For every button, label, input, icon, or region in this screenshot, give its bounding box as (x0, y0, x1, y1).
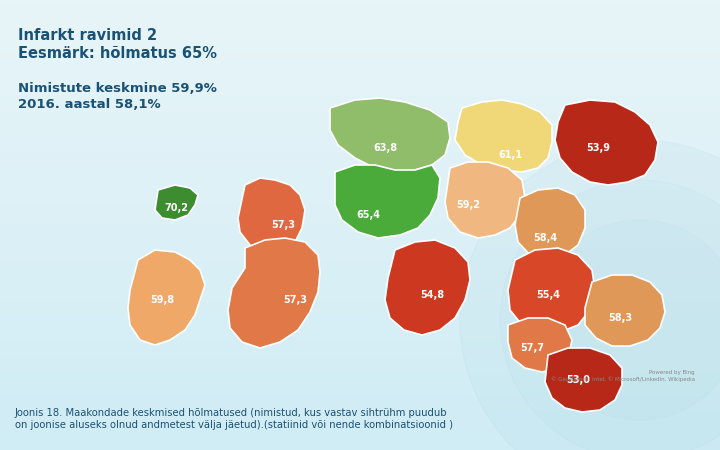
Polygon shape (508, 248, 595, 332)
Polygon shape (545, 348, 622, 412)
Text: 59,8: 59,8 (150, 295, 174, 305)
Text: 57,7: 57,7 (520, 343, 544, 353)
Polygon shape (508, 318, 572, 372)
Polygon shape (455, 100, 552, 172)
Text: Powered by Bing
© GeoNames, Intel, © Microsoft/Linkedin, Wikipedia: Powered by Bing © GeoNames, Intel, © Mic… (551, 370, 695, 382)
Polygon shape (155, 185, 198, 220)
Text: 55,4: 55,4 (536, 290, 560, 300)
Text: 57,3: 57,3 (283, 295, 307, 305)
Polygon shape (555, 100, 658, 185)
Text: 53,0: 53,0 (566, 375, 590, 385)
Polygon shape (330, 98, 450, 172)
Circle shape (500, 180, 720, 450)
Text: 65,4: 65,4 (356, 210, 380, 220)
Text: 61,1: 61,1 (498, 150, 522, 160)
Circle shape (540, 220, 720, 420)
Text: 54,8: 54,8 (420, 290, 444, 300)
Text: 70,2: 70,2 (164, 203, 188, 213)
Text: Eesmärk: hõlmatus 65%: Eesmärk: hõlmatus 65% (18, 46, 217, 61)
Polygon shape (335, 165, 440, 238)
Polygon shape (585, 275, 665, 346)
Text: 57,3: 57,3 (271, 220, 295, 230)
Polygon shape (128, 250, 205, 345)
Polygon shape (445, 162, 525, 238)
Text: 58,3: 58,3 (608, 313, 632, 323)
Polygon shape (238, 178, 305, 252)
Polygon shape (228, 238, 320, 348)
Text: 53,9: 53,9 (586, 143, 610, 153)
Text: 63,8: 63,8 (373, 143, 397, 153)
Text: Joonis 18. Maakondade keskmised hõlmatused (nimistud, kus vastav sihtrühm puudub: Joonis 18. Maakondade keskmised hõlmatus… (15, 408, 453, 430)
Polygon shape (515, 188, 585, 260)
Circle shape (460, 140, 720, 450)
Text: 58,4: 58,4 (533, 233, 557, 243)
Polygon shape (385, 240, 470, 335)
Text: 59,2: 59,2 (456, 200, 480, 210)
Text: Infarkt ravimid 2: Infarkt ravimid 2 (18, 28, 157, 43)
Text: Nimistute keskmine 59,9%: Nimistute keskmine 59,9% (18, 82, 217, 95)
Text: 2016. aastal 58,1%: 2016. aastal 58,1% (18, 98, 161, 111)
